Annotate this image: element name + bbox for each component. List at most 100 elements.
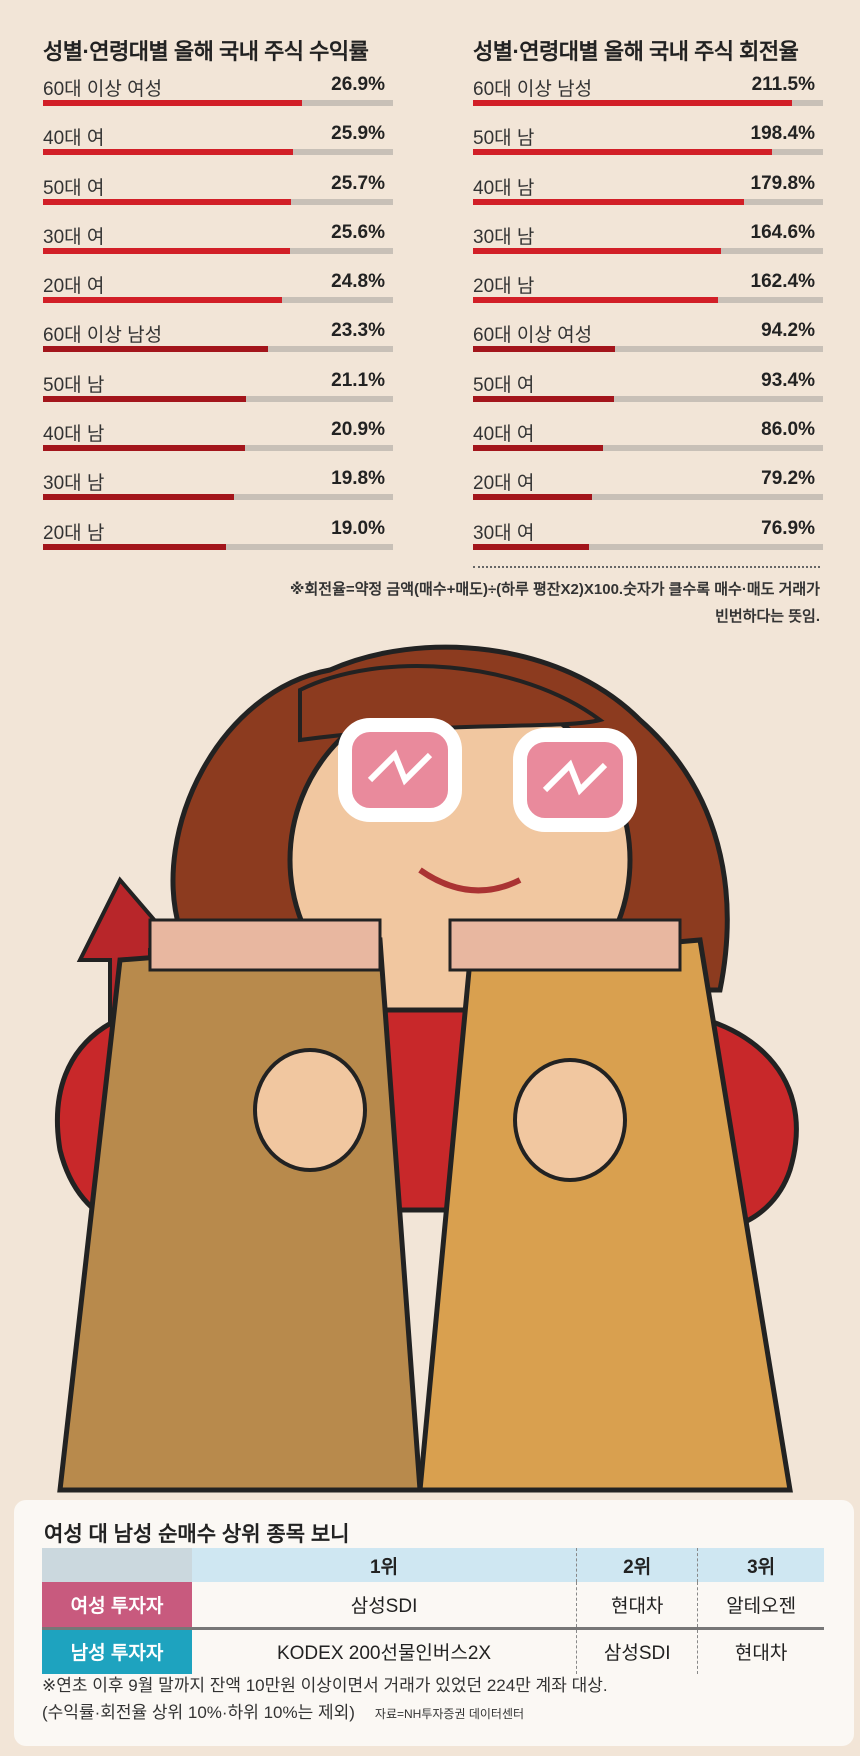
bar-row: 50대 여 93.4% [473, 366, 823, 415]
category-label: 60대 이상 남성 [473, 79, 593, 100]
bar-track [43, 198, 393, 205]
turnover-note: ※회전율=약정 금액(매수+매도)÷(하루 평잔X2)X100.숫자가 클수록 … [289, 581, 820, 625]
table-title: 여성 대 남성 순매수 상위 종목 보니 [44, 1523, 350, 1546]
bar [473, 543, 589, 550]
bar-row: 60대 이상 남성 211.5% [473, 70, 823, 119]
bar-row: 30대 남 164.6% [473, 218, 823, 267]
bar-track [473, 346, 823, 353]
illustration-woman-with-money-bags [55, 644, 799, 1493]
bar-track [43, 543, 393, 550]
bar-row: 30대 남 19.8% [43, 464, 393, 513]
row-header: 여성 투자자 [42, 1582, 192, 1630]
value-label: 19.0% [331, 517, 385, 539]
bar-row: 20대 남 19.0% [43, 514, 393, 563]
bar-row: 20대 남 162.4% [473, 267, 823, 316]
turnover-rate-chart: 성별·연령대별 올해 국내 주식 회전율 60대 이상 남성 211.5% 50대 … [473, 34, 823, 563]
bar-row: 60대 이상 여성 94.2% [473, 316, 823, 365]
source: 자료=NH투자증권 데이터센터 [374, 1707, 525, 1721]
bar-row: 40대 여 25.9% [43, 119, 393, 168]
category-label: 40대 여 [473, 424, 535, 446]
row-header: 남성 투자자 [42, 1628, 192, 1674]
bar [43, 543, 227, 550]
category-label: 50대 남 [43, 374, 105, 396]
category-label: 30대 남 [473, 226, 535, 248]
category-label: 20대 여 [43, 276, 105, 298]
value-label: 24.8% [331, 271, 385, 293]
cell: 삼성SDI [192, 1582, 577, 1630]
value-label: 94.2% [761, 320, 815, 342]
bar [473, 149, 773, 156]
category-label: 40대 남 [43, 424, 105, 446]
value-label: 25.7% [331, 172, 385, 194]
note-divider [473, 566, 820, 568]
bar-track [43, 346, 393, 353]
value-label: 198.4% [750, 123, 815, 145]
value-label: 26.9% [331, 74, 385, 95]
bar-track [43, 297, 393, 304]
value-label: 23.3% [331, 320, 385, 342]
header-rank-3: 3위 [697, 1548, 824, 1582]
bar-track [43, 247, 393, 254]
table-footnote: ※연초 이후 9월 말까지 잔액 10만원 이상이면서 거래가 있었던 224만… [42, 1676, 608, 1722]
value-label: 79.2% [761, 468, 815, 490]
header-rank-1: 1위 [192, 1548, 577, 1582]
category-label: 60대 이상 남성 [43, 325, 163, 347]
bar [43, 198, 291, 205]
value-label: 19.8% [331, 468, 385, 490]
category-label: 20대 남 [43, 522, 105, 544]
bar-track [473, 494, 823, 501]
bar-row: 20대 여 79.2% [473, 464, 823, 513]
cell: KODEX 200선물인버스2X [276, 1643, 492, 1665]
table-row-women: 여성 투자자 삼성SDI 현대차 알테오젠 [42, 1582, 824, 1630]
bar [473, 297, 718, 304]
bar-row: 20대 여 24.8% [43, 267, 393, 316]
bar-track [473, 149, 823, 156]
bar-track [473, 297, 823, 304]
bar [43, 494, 234, 501]
bar-row: 60대 이상 남성 23.3% [43, 316, 393, 365]
bar [43, 445, 245, 452]
value-label: 211.5% [751, 74, 815, 95]
value-label: 86.0% [761, 419, 815, 441]
bar-track [43, 100, 393, 106]
bar-track [473, 100, 823, 106]
bar-track [473, 247, 823, 254]
category-label: 20대 여 [473, 473, 535, 495]
bar-track [43, 445, 393, 452]
category-label: 30대 여 [43, 226, 105, 248]
value-label: 20.9% [331, 419, 385, 441]
bar-track [473, 198, 823, 205]
bar-track [43, 149, 393, 156]
category-label: 40대 여 [43, 128, 105, 150]
category-label: 30대 여 [473, 522, 535, 544]
bar-row: 50대 여 25.7% [43, 169, 393, 218]
bar-row: 30대 여 76.9% [473, 514, 823, 563]
table-row-men: 남성 투자자 KODEX 200선물인버스2X 삼성SDI 현대차 [42, 1628, 824, 1674]
top-stocks-table: 1위 2위 3위 여성 투자자 삼성SDI 현대차 알테오젠 남성 투자자 KO… [42, 1548, 824, 1674]
bar [43, 346, 268, 353]
category-label: 40대 남 [473, 177, 535, 199]
bar [473, 100, 793, 106]
bar-track [473, 543, 823, 550]
bar [473, 247, 722, 254]
bar-track [43, 494, 393, 501]
bar-row: 40대 여 86.0% [473, 415, 823, 464]
bar-row: 60대 이상 여성 26.9% [43, 70, 393, 119]
return-rate-chart: 성별·연령대별 올해 국내 주식 수익률 60대 이상 여성 26.9% 40대 여… [43, 34, 393, 563]
bar [43, 297, 283, 304]
value-label: 25.6% [331, 221, 385, 243]
bar [43, 100, 303, 106]
value-label: 21.1% [331, 369, 385, 391]
header-rank-2: 2위 [576, 1548, 698, 1582]
bar [473, 494, 593, 501]
value-label: 76.9% [761, 517, 815, 539]
category-label: 60대 이상 여성 [473, 325, 593, 347]
bar-track [43, 395, 393, 402]
cell: 현대차 [697, 1628, 824, 1674]
bar [473, 445, 603, 452]
table-header-row: 1위 2위 3위 [42, 1548, 824, 1582]
bar-row: 40대 남 20.9% [43, 415, 393, 464]
category-label: 50대 여 [473, 374, 535, 396]
bar [43, 149, 293, 156]
bar-row: 30대 여 25.6% [43, 218, 393, 267]
